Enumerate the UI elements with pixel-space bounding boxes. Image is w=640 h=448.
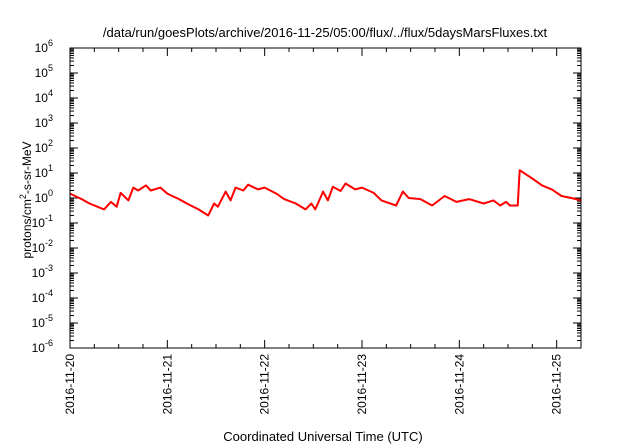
x-tick-label: 2016-11-21 xyxy=(160,354,174,415)
y-axis-label: protons/cm2-s-sr-MeV xyxy=(18,141,34,258)
y-tick-label: 105 xyxy=(35,63,53,80)
x-axis-label: Coordinated Universal Time (UTC) xyxy=(223,429,422,444)
y-tick-label: 10-3 xyxy=(32,263,53,280)
x-tick-label: 2016-11-22 xyxy=(258,354,272,415)
y-tick-label: 102 xyxy=(35,138,53,155)
y-tick-label: 101 xyxy=(35,163,53,180)
y-tick-label: 10-5 xyxy=(32,313,53,330)
y-tick-label: 10-6 xyxy=(32,338,53,355)
x-axis-ticks: 2016-11-20 2016-11-21 2016-11-22 2016-11-23… xyxy=(63,48,564,415)
y-tick-label: 10-1 xyxy=(32,213,53,230)
y-axis-ticks: 10-6 10-5 10-4 10-3 10-2 10-1 100 101 102 103 104 1… xyxy=(32,38,581,355)
y-tick-label: 100 xyxy=(35,188,53,205)
x-tick-label: 2016-11-23 xyxy=(355,354,369,415)
plot-area xyxy=(69,169,582,217)
y-tick-label: 103 xyxy=(35,113,53,130)
y-tick-label: 106 xyxy=(35,38,53,55)
y-tick-label: 104 xyxy=(35,88,53,105)
y-tick-label: 10-4 xyxy=(32,288,53,305)
y-tick-label: 10-2 xyxy=(32,238,53,255)
series-line-0 xyxy=(69,169,582,217)
x-tick-label: 2016-11-25 xyxy=(550,354,564,415)
plot-frame xyxy=(69,47,582,349)
x-tick-label: 2016-11-20 xyxy=(63,354,77,415)
x-tick-label: 2016-11-24 xyxy=(452,354,466,415)
chart-title: /data/run/goesPlots/archive/2016-11-25/0… xyxy=(103,25,548,40)
